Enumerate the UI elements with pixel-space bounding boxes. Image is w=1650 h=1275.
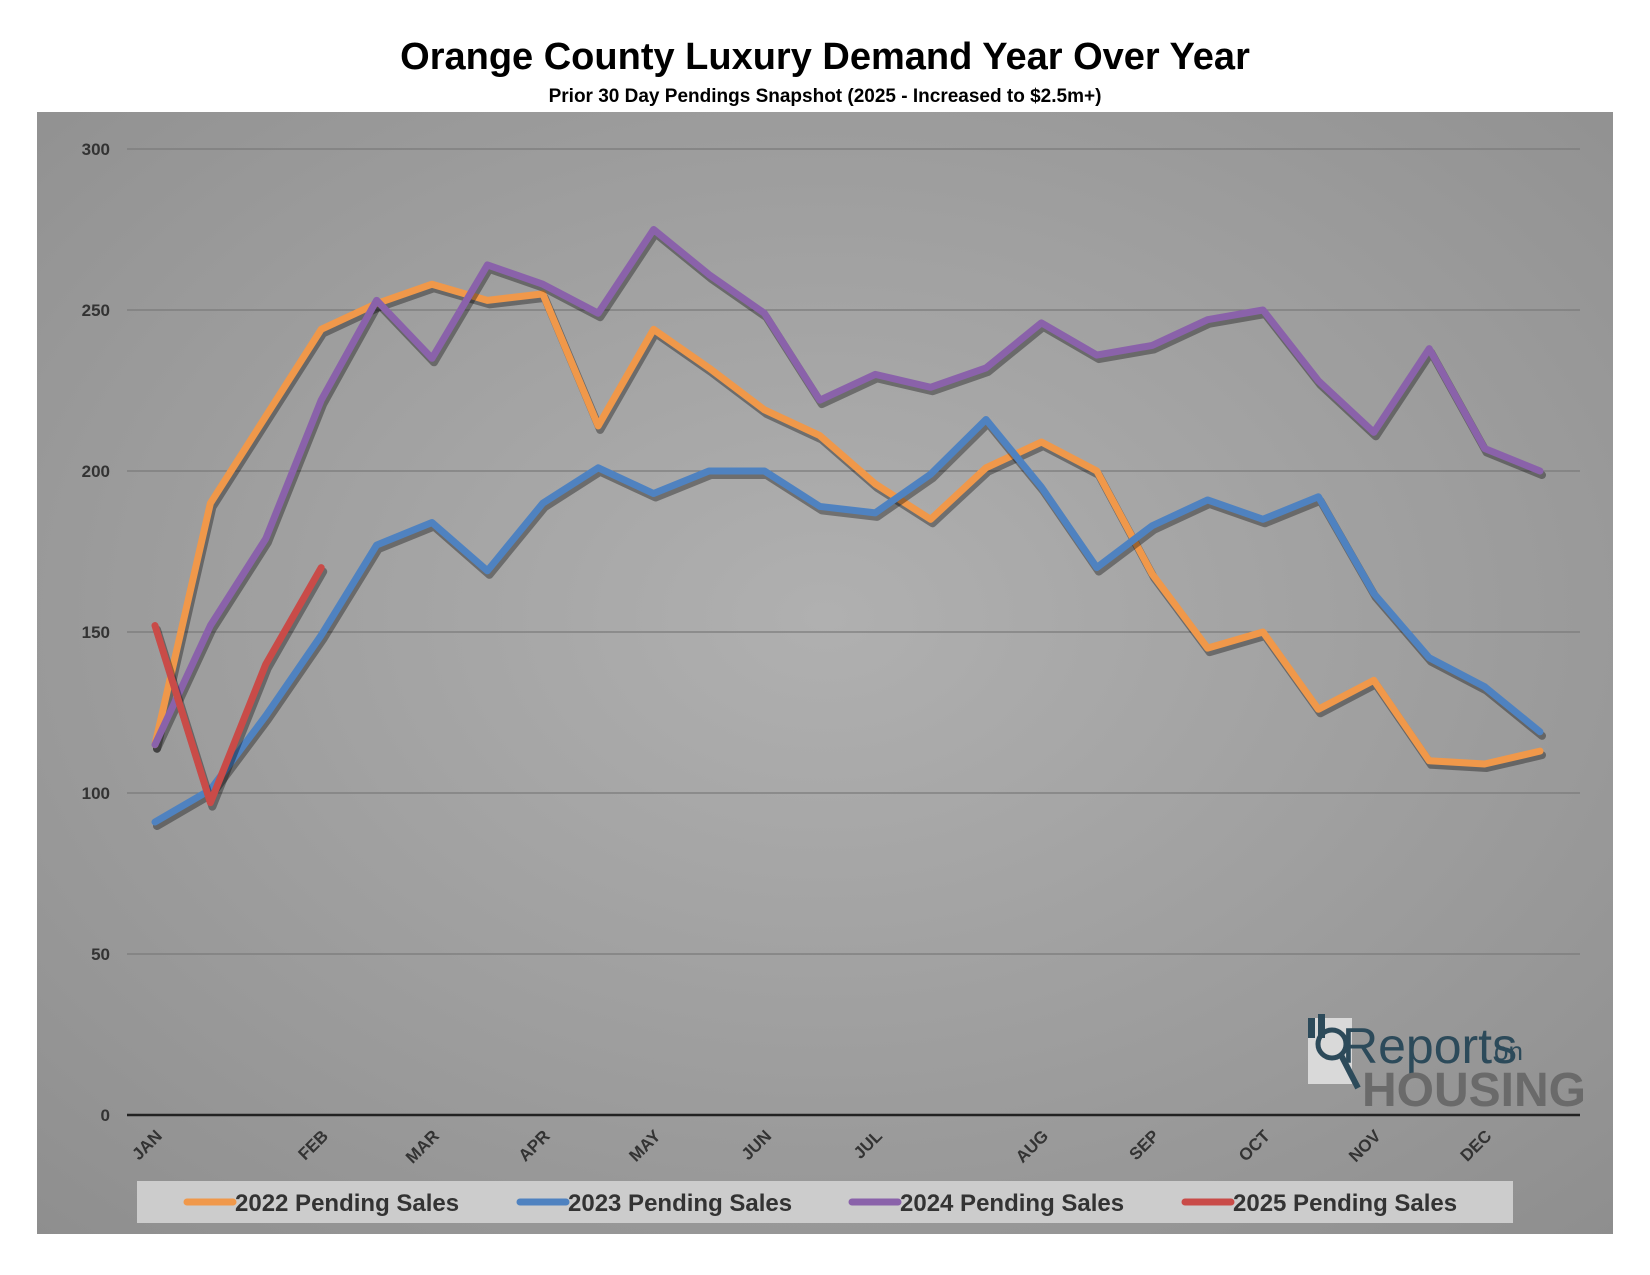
legend-label-3: 2025 Pending Sales bbox=[1233, 1190, 1457, 1217]
series-2024-pending-sales bbox=[151, 226, 1546, 753]
legend-label-2: 2024 Pending Sales bbox=[900, 1190, 1124, 1217]
magnifier-handle-icon bbox=[1338, 1053, 1361, 1090]
series-2023-pending-sales bbox=[151, 415, 1546, 830]
series-shadow-2023-pending-sales bbox=[153, 419, 1546, 830]
series-layer bbox=[151, 226, 1546, 830]
series-line-2023-pending-sales bbox=[151, 415, 1544, 826]
legend: 2022 Pending Sales 2023 Pending Sales 2024… bbox=[183, 1190, 1457, 1217]
logo-bar-1 bbox=[1308, 1018, 1315, 1038]
y-axis-ticks: 0 50 100 150 200 250 300 bbox=[82, 140, 110, 1125]
legend-label-1: 2023 Pending Sales bbox=[568, 1190, 792, 1217]
series-line-2024-pending-sales bbox=[151, 226, 1544, 749]
logo-text-on: on bbox=[1494, 1036, 1523, 1066]
y-tick-label: 250 bbox=[82, 301, 110, 320]
chart-title: Orange County Luxury Demand Year Over Ye… bbox=[400, 36, 1250, 78]
logo-text-reports: Reports bbox=[1342, 1018, 1517, 1074]
y-tick-label: 200 bbox=[82, 462, 110, 481]
logo-bar-2 bbox=[1318, 1014, 1325, 1038]
series-2022-pending-sales bbox=[151, 280, 1546, 773]
legend-background bbox=[137, 1181, 1513, 1223]
logo-text-housing: HOUSING bbox=[1362, 1064, 1586, 1117]
series-line-2025-pending-sales bbox=[151, 564, 325, 807]
y-tick-label: 300 bbox=[82, 140, 110, 159]
legend-label-0: 2022 Pending Sales bbox=[235, 1190, 459, 1217]
series-2025-pending-sales bbox=[151, 564, 328, 811]
y-tick-label: 150 bbox=[82, 623, 110, 642]
reports-on-housing-logo: Reports on HOUSING bbox=[1308, 1014, 1586, 1117]
y-tick-label: 50 bbox=[91, 945, 110, 964]
y-tick-label: 100 bbox=[82, 784, 110, 803]
chart-subtitle: Prior 30 Day Pendings Snapshot (2025 - I… bbox=[548, 86, 1102, 107]
series-line-2022-pending-sales bbox=[151, 280, 1544, 768]
magnifier-icon bbox=[1315, 1027, 1349, 1061]
y-tick-label: 0 bbox=[101, 1106, 110, 1125]
